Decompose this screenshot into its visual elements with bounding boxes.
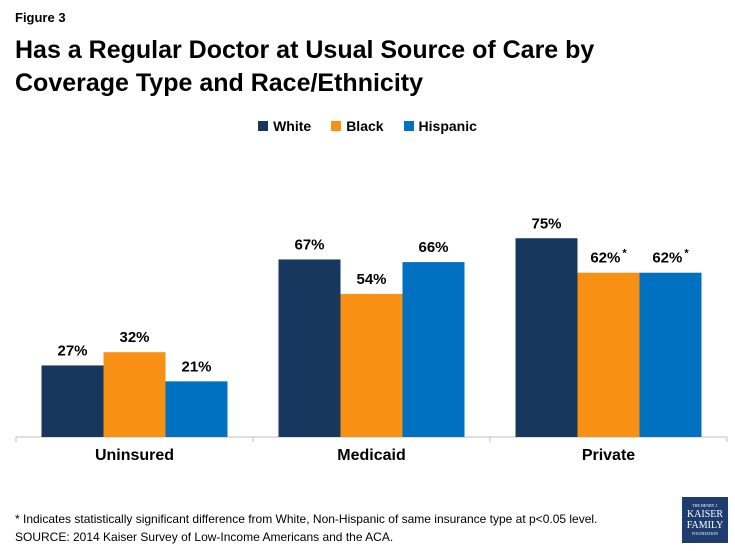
data-label-white-uninsured: 27%: [57, 342, 87, 359]
logo-line-1: THE HENRY J.: [692, 503, 718, 508]
bar-black-uninsured: [103, 352, 166, 437]
logo-line-3: FAMILY: [686, 520, 724, 531]
legend-label-black: Black: [346, 118, 384, 134]
bar-hispanic-private: [639, 272, 702, 437]
legend-swatch-hispanic: [403, 121, 414, 131]
source-note: SOURCE: 2014 Kaiser Survey of Low-Income…: [15, 530, 394, 544]
bar-hispanic-medicaid: [402, 262, 465, 437]
significance-mark-hispanic-private: *: [684, 248, 689, 260]
significance-note: * Indicates statistically significant di…: [15, 512, 598, 526]
bar-white-private: [515, 238, 578, 437]
legend-item-hispanic: Hispanic: [403, 118, 477, 134]
data-label-black-private: 62% *: [590, 248, 627, 267]
data-label-white-private: 75%: [531, 215, 561, 232]
x-tick-label-private: Private: [582, 447, 635, 464]
legend: White Black Hispanic: [0, 118, 735, 134]
x-tick-label-uninsured: Uninsured: [95, 447, 174, 464]
bar-black-private: [577, 272, 640, 437]
kff-logo: THE HENRY J. KAISER FAMILY FOUNDATION: [682, 497, 728, 543]
x-tick-label-medicaid: Medicaid: [337, 447, 405, 464]
footnotes: * Indicates statistically significant di…: [15, 510, 597, 546]
figure-label: Figure 3: [15, 10, 66, 25]
data-label-hispanic-private: 62% *: [652, 248, 689, 267]
data-label-black-uninsured: 32%: [119, 329, 149, 346]
legend-item-white: White: [258, 118, 311, 134]
chart-title: Has a Regular Doctor at Usual Source of …: [15, 36, 595, 97]
logo-line-4: FOUNDATION: [692, 531, 718, 536]
legend-item-black: Black: [331, 118, 384, 134]
bar-white-uninsured: [41, 365, 104, 437]
legend-label-white: White: [273, 118, 312, 134]
data-label-hispanic-medicaid: 66%: [418, 239, 448, 256]
data-label-white-medicaid: 67%: [294, 236, 324, 253]
data-label-black-medicaid: 54%: [356, 271, 386, 288]
legend-swatch-white: [258, 121, 269, 131]
significance-mark-black-private: *: [622, 248, 627, 260]
bar-hispanic-uninsured: [165, 381, 228, 437]
legend-swatch-black: [331, 121, 342, 131]
bar-black-medicaid: [340, 293, 403, 437]
logo-line-2: KAISER: [686, 509, 724, 520]
data-label-hispanic-uninsured: 21%: [181, 358, 211, 375]
legend-label-hispanic: Hispanic: [418, 118, 477, 134]
bar-chart: Uninsured 27% 32% 21% Medicaid 67% 54% 66% Priva…: [15, 215, 728, 464]
bar-white-medicaid: [278, 259, 341, 437]
